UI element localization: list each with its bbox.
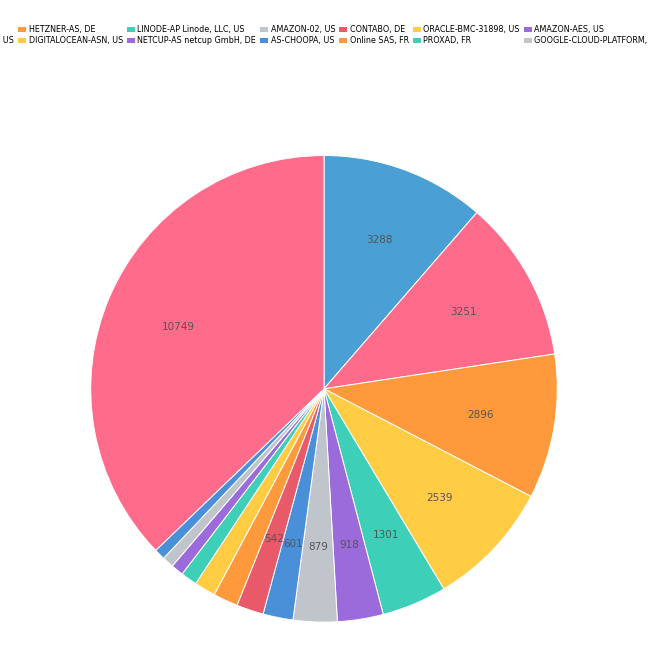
Wedge shape [163,389,324,566]
Legend: OVH, FR, CLOUDFLARENET, US, HETZNER-AS, DE, DIGITALOCEAN-ASN, US, LINODE-AP Lino: OVH, FR, CLOUDFLARENET, US, HETZNER-AS, … [0,25,648,45]
Text: 879: 879 [308,542,328,552]
Wedge shape [324,156,477,389]
Wedge shape [182,389,324,584]
Wedge shape [324,389,383,621]
Text: 2896: 2896 [467,410,494,420]
Text: 918: 918 [339,540,359,551]
Wedge shape [237,389,324,614]
Text: 3251: 3251 [450,307,476,318]
Wedge shape [324,354,557,496]
Text: 601: 601 [283,539,303,550]
Text: 3288: 3288 [366,235,393,245]
Wedge shape [293,389,338,622]
Text: 2539: 2539 [426,492,453,503]
Wedge shape [214,389,324,605]
Wedge shape [172,389,324,574]
Wedge shape [324,213,555,389]
Wedge shape [91,156,324,550]
Wedge shape [263,389,324,620]
Wedge shape [324,389,531,589]
Text: 1301: 1301 [373,530,399,540]
Wedge shape [324,389,444,614]
Wedge shape [156,389,324,558]
Text: 542: 542 [264,534,284,544]
Wedge shape [196,389,324,595]
Text: 10749: 10749 [161,321,194,332]
